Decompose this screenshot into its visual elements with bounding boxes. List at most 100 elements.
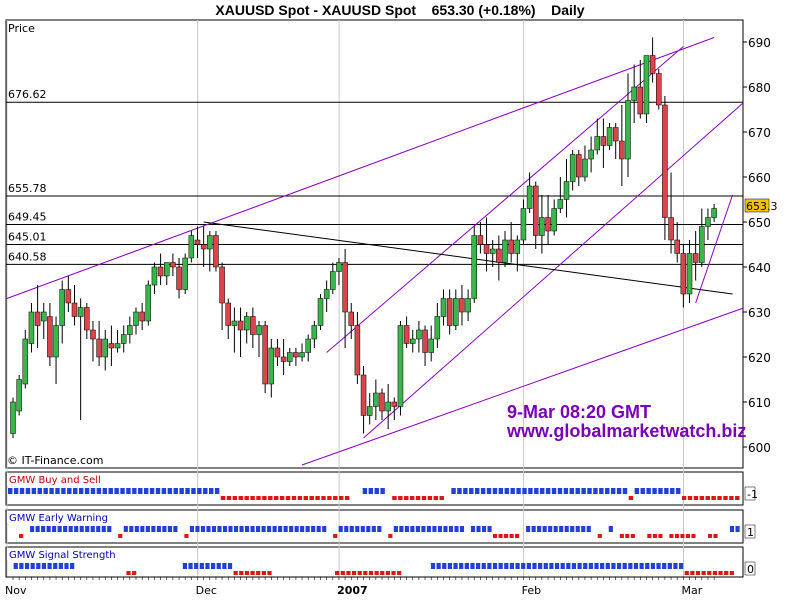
indicator-bar-blue [37,488,42,494]
candle-body [403,325,410,344]
candle [317,294,324,330]
indicator-bar-blue [30,526,35,532]
candle-body [563,181,570,200]
horizontal-levels: 676.62 655.78 649.45 645.01 640.58 [6,88,743,265]
indicator-bar-blue [344,526,349,532]
candle-body [170,262,176,268]
indicator-bar-blue [492,488,498,494]
indicator-bar-red [333,496,338,500]
price-pane-label: Price [8,22,35,35]
indicator-bar-blue [457,488,462,494]
indicator-bar-red [415,496,421,500]
candle-body [668,217,674,241]
candle [446,289,453,335]
indicator-bar-blue [605,563,610,569]
candle [311,321,318,348]
indicator-bar-blue [453,563,458,569]
indicator-bar-red [718,571,723,575]
indicator-bar-blue [179,488,184,494]
candle [65,276,72,312]
candle [576,150,582,186]
indicator-bar-blue [197,488,202,494]
indicator-bar-blue [410,526,415,532]
candle-body [508,239,514,254]
candle [600,118,607,168]
candle-body [16,379,22,412]
indicator-bar-red [717,496,722,500]
indicator-bar-blue [486,488,492,494]
candle [453,289,459,330]
candle-body [280,356,287,362]
candle-body [637,86,644,115]
indicator-bar-blue [191,488,196,494]
indicator-bar-blue [443,526,448,532]
indicator-bar-red [707,571,712,575]
indicator-bar-red [693,496,699,500]
candle [434,303,441,348]
candle-body [699,226,705,263]
indicator-bar-blue [522,488,527,494]
candle-body [366,406,373,416]
candle [606,123,613,150]
indicator-bar-red [388,534,393,538]
indicator-bar-red [132,571,137,575]
candle-body [145,284,152,322]
indicator-bar-blue [47,563,52,569]
indicator-bar-blue [569,488,575,494]
indicator-bar-blue [531,526,536,532]
indicator-bar-blue [149,488,155,494]
indicator-bar-blue [516,488,521,494]
candle [459,285,465,326]
candle-body [348,311,354,326]
candle-body [157,266,164,277]
indicator-bar-blue [426,526,431,532]
indicator-bar-blue [548,526,553,532]
indicator-bar-blue [534,488,539,494]
level-label: 676.62 [8,88,47,101]
candle-body [379,392,385,412]
candle-body [59,289,65,326]
candle [133,307,139,335]
indicator-bar-blue [294,526,299,532]
indicator-bar-blue [145,526,150,532]
indicator-bar-blue [156,526,161,532]
candle-body [330,271,336,290]
candle [84,303,90,339]
indicator-bar-blue [173,526,178,532]
indicator-bar-blue [73,488,78,494]
candle [77,298,84,420]
indicator-bar-red [724,571,729,575]
candle [520,199,527,245]
indicator-bar-blue [476,526,481,532]
candle [22,330,29,389]
indicator-bar-blue [360,526,365,532]
indicator-bar-red [680,534,685,538]
indicator-bar-blue [189,526,195,532]
candle [28,303,35,353]
candle [102,330,108,371]
candle [477,222,484,254]
indicator-bar-blue [338,526,343,532]
candle [569,150,576,191]
indicator-bar-blue [463,488,468,494]
indicator-bar-red [687,496,693,500]
indicator-bar-red [262,496,267,500]
indicator-bar-blue [599,488,604,494]
x-tick-label: 2007 [337,584,368,597]
indicator-bar-red [492,534,498,538]
indicator-bar-blue [123,526,128,532]
indicator-bar-blue [634,488,640,494]
indicator-bar-blue [132,488,137,494]
indicator-bar-blue [399,526,404,532]
candle-body [305,338,311,353]
candle [256,321,262,357]
candle [668,172,674,254]
indicator-name: GMW Signal Strength [9,550,116,561]
indicator-bar-red [303,496,308,500]
candle-body [176,266,182,290]
candle [631,64,637,123]
indicator-bar-blue [570,526,575,532]
indicator-bar-blue [129,526,134,532]
indicator-bar-blue [586,526,591,532]
